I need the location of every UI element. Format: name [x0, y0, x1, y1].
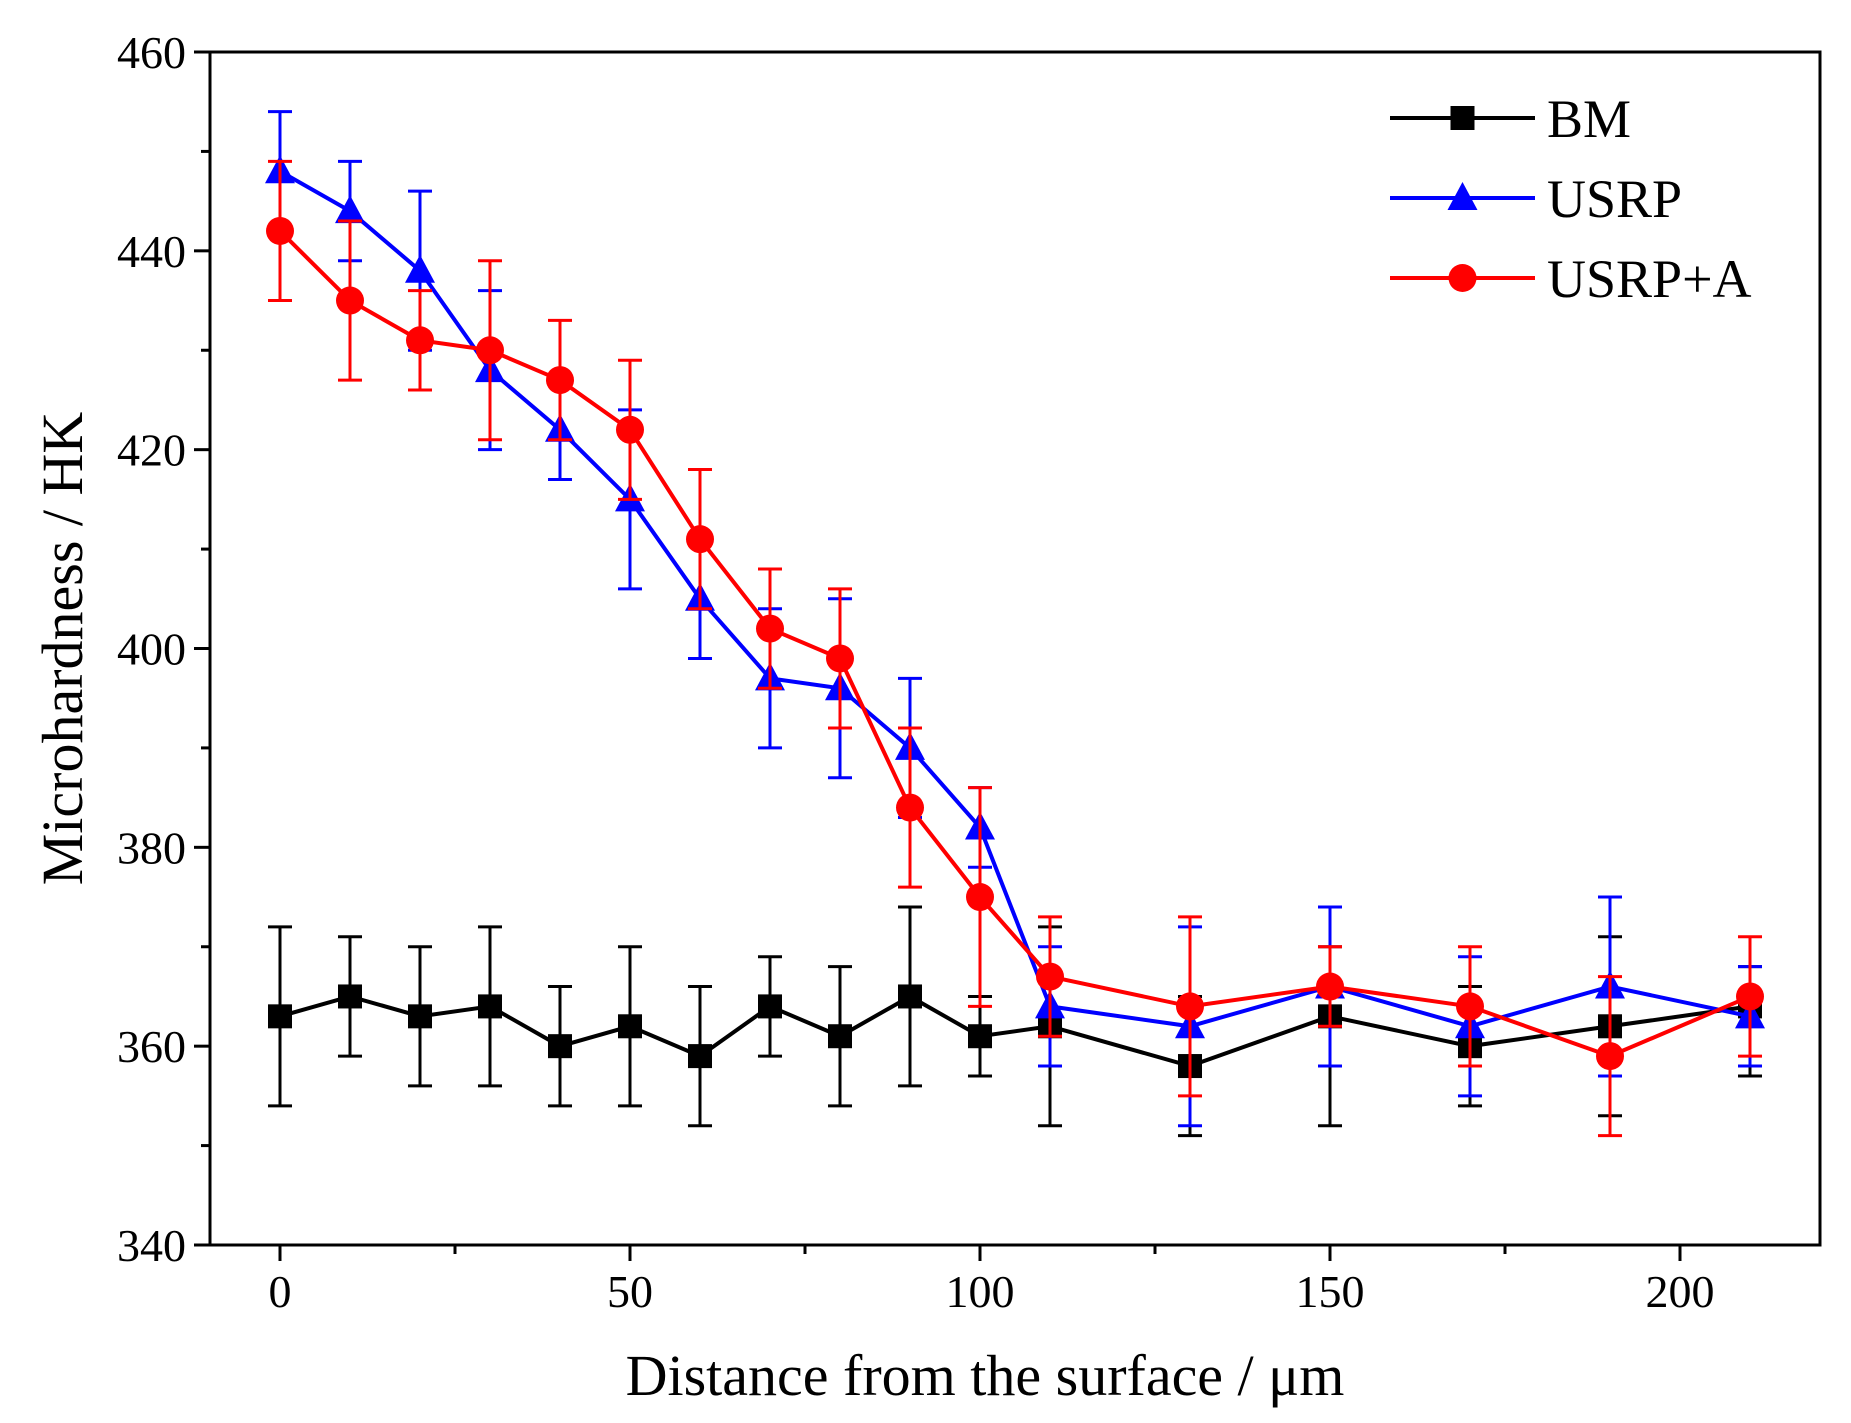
data-point-usrp-a [1176, 992, 1204, 1021]
x-tick-label-50: 50 [607, 1266, 653, 1317]
legend-item-bm: BM [1390, 89, 1631, 149]
data-point-usrp-a [966, 883, 994, 912]
minor-ticks [201, 149, 1507, 1254]
data-point-usrp [335, 195, 365, 224]
data-point-usrp-a [826, 644, 854, 673]
data-point-bm [338, 984, 362, 1009]
data-point-bm [548, 1034, 572, 1059]
legend: BM USRP USRP+A [1390, 89, 1752, 309]
x-tick-label-150: 150 [1296, 1266, 1365, 1317]
data-point-usrp-a [406, 326, 434, 355]
data-point-usrp-a [476, 336, 504, 365]
data-point-bm [618, 1014, 642, 1039]
series-line-usrp [279, 169, 1751, 1029]
y-tick-label-420: 420 [117, 425, 186, 476]
x-tick-label-100: 100 [946, 1266, 1015, 1317]
x-tick-label-200: 200 [1646, 1266, 1715, 1317]
legend-label-bm: BM [1547, 89, 1631, 149]
data-point-bm [828, 1024, 852, 1049]
data-point-bm [758, 994, 782, 1019]
y-tick-label-440: 440 [117, 226, 186, 277]
data-point-usrp-a [266, 216, 294, 245]
data-point-usrp-a [1456, 992, 1484, 1021]
legend-marker-bm [1450, 106, 1475, 130]
legend-label-usrp-a: USRP+A [1547, 249, 1752, 309]
data-point-usrp-a [546, 366, 574, 395]
data-point-bm [478, 994, 502, 1019]
legend-item-usrp: USRP [1390, 169, 1682, 229]
series-layer [265, 110, 1765, 1138]
data-point-bm [968, 1024, 992, 1049]
data-point-usrp-a [1596, 1042, 1624, 1071]
y-axis-title: Microhardness / HK [30, 412, 95, 886]
legend-label-usrp: USRP [1547, 169, 1682, 229]
data-point-bm [688, 1044, 712, 1069]
series-usrp-a [266, 159, 1764, 1138]
y-tick-label-380: 380 [117, 822, 186, 873]
x-tick-label-0: 0 [269, 1266, 292, 1317]
tick-labels: 0 50 100 150 200 340 360 380 400 420 440 460 [117, 27, 1715, 1317]
legend-item-usrp-a: USRP+A [1390, 249, 1752, 309]
data-point-usrp-a [616, 415, 644, 444]
y-tick-label-340: 340 [117, 1220, 186, 1271]
data-point-usrp [405, 254, 435, 283]
legend-marker-usrp [1447, 182, 1478, 210]
data-point-usrp-a [896, 793, 924, 822]
data-point-usrp-a [336, 286, 364, 315]
data-point-bm [268, 1004, 292, 1029]
plot-frame [208, 50, 1822, 1247]
y-tick-label-360: 360 [117, 1021, 186, 1072]
data-point-bm [898, 984, 922, 1009]
series-bm [268, 905, 1762, 1138]
y-tick-label-460: 460 [117, 27, 186, 78]
x-axis-title: Distance from the surface / μm [626, 1343, 1345, 1408]
data-point-usrp-a [1316, 972, 1344, 1001]
data-point-usrp-a [1036, 962, 1064, 991]
data-point-bm [408, 1004, 432, 1029]
data-point-usrp-a [686, 525, 714, 554]
y-tick-label-400: 400 [117, 624, 186, 675]
data-point-usrp-a [1736, 982, 1764, 1011]
data-point-usrp-a [756, 614, 784, 643]
legend-marker-usrp-a [1448, 264, 1477, 292]
major-ticks [194, 50, 1682, 1261]
